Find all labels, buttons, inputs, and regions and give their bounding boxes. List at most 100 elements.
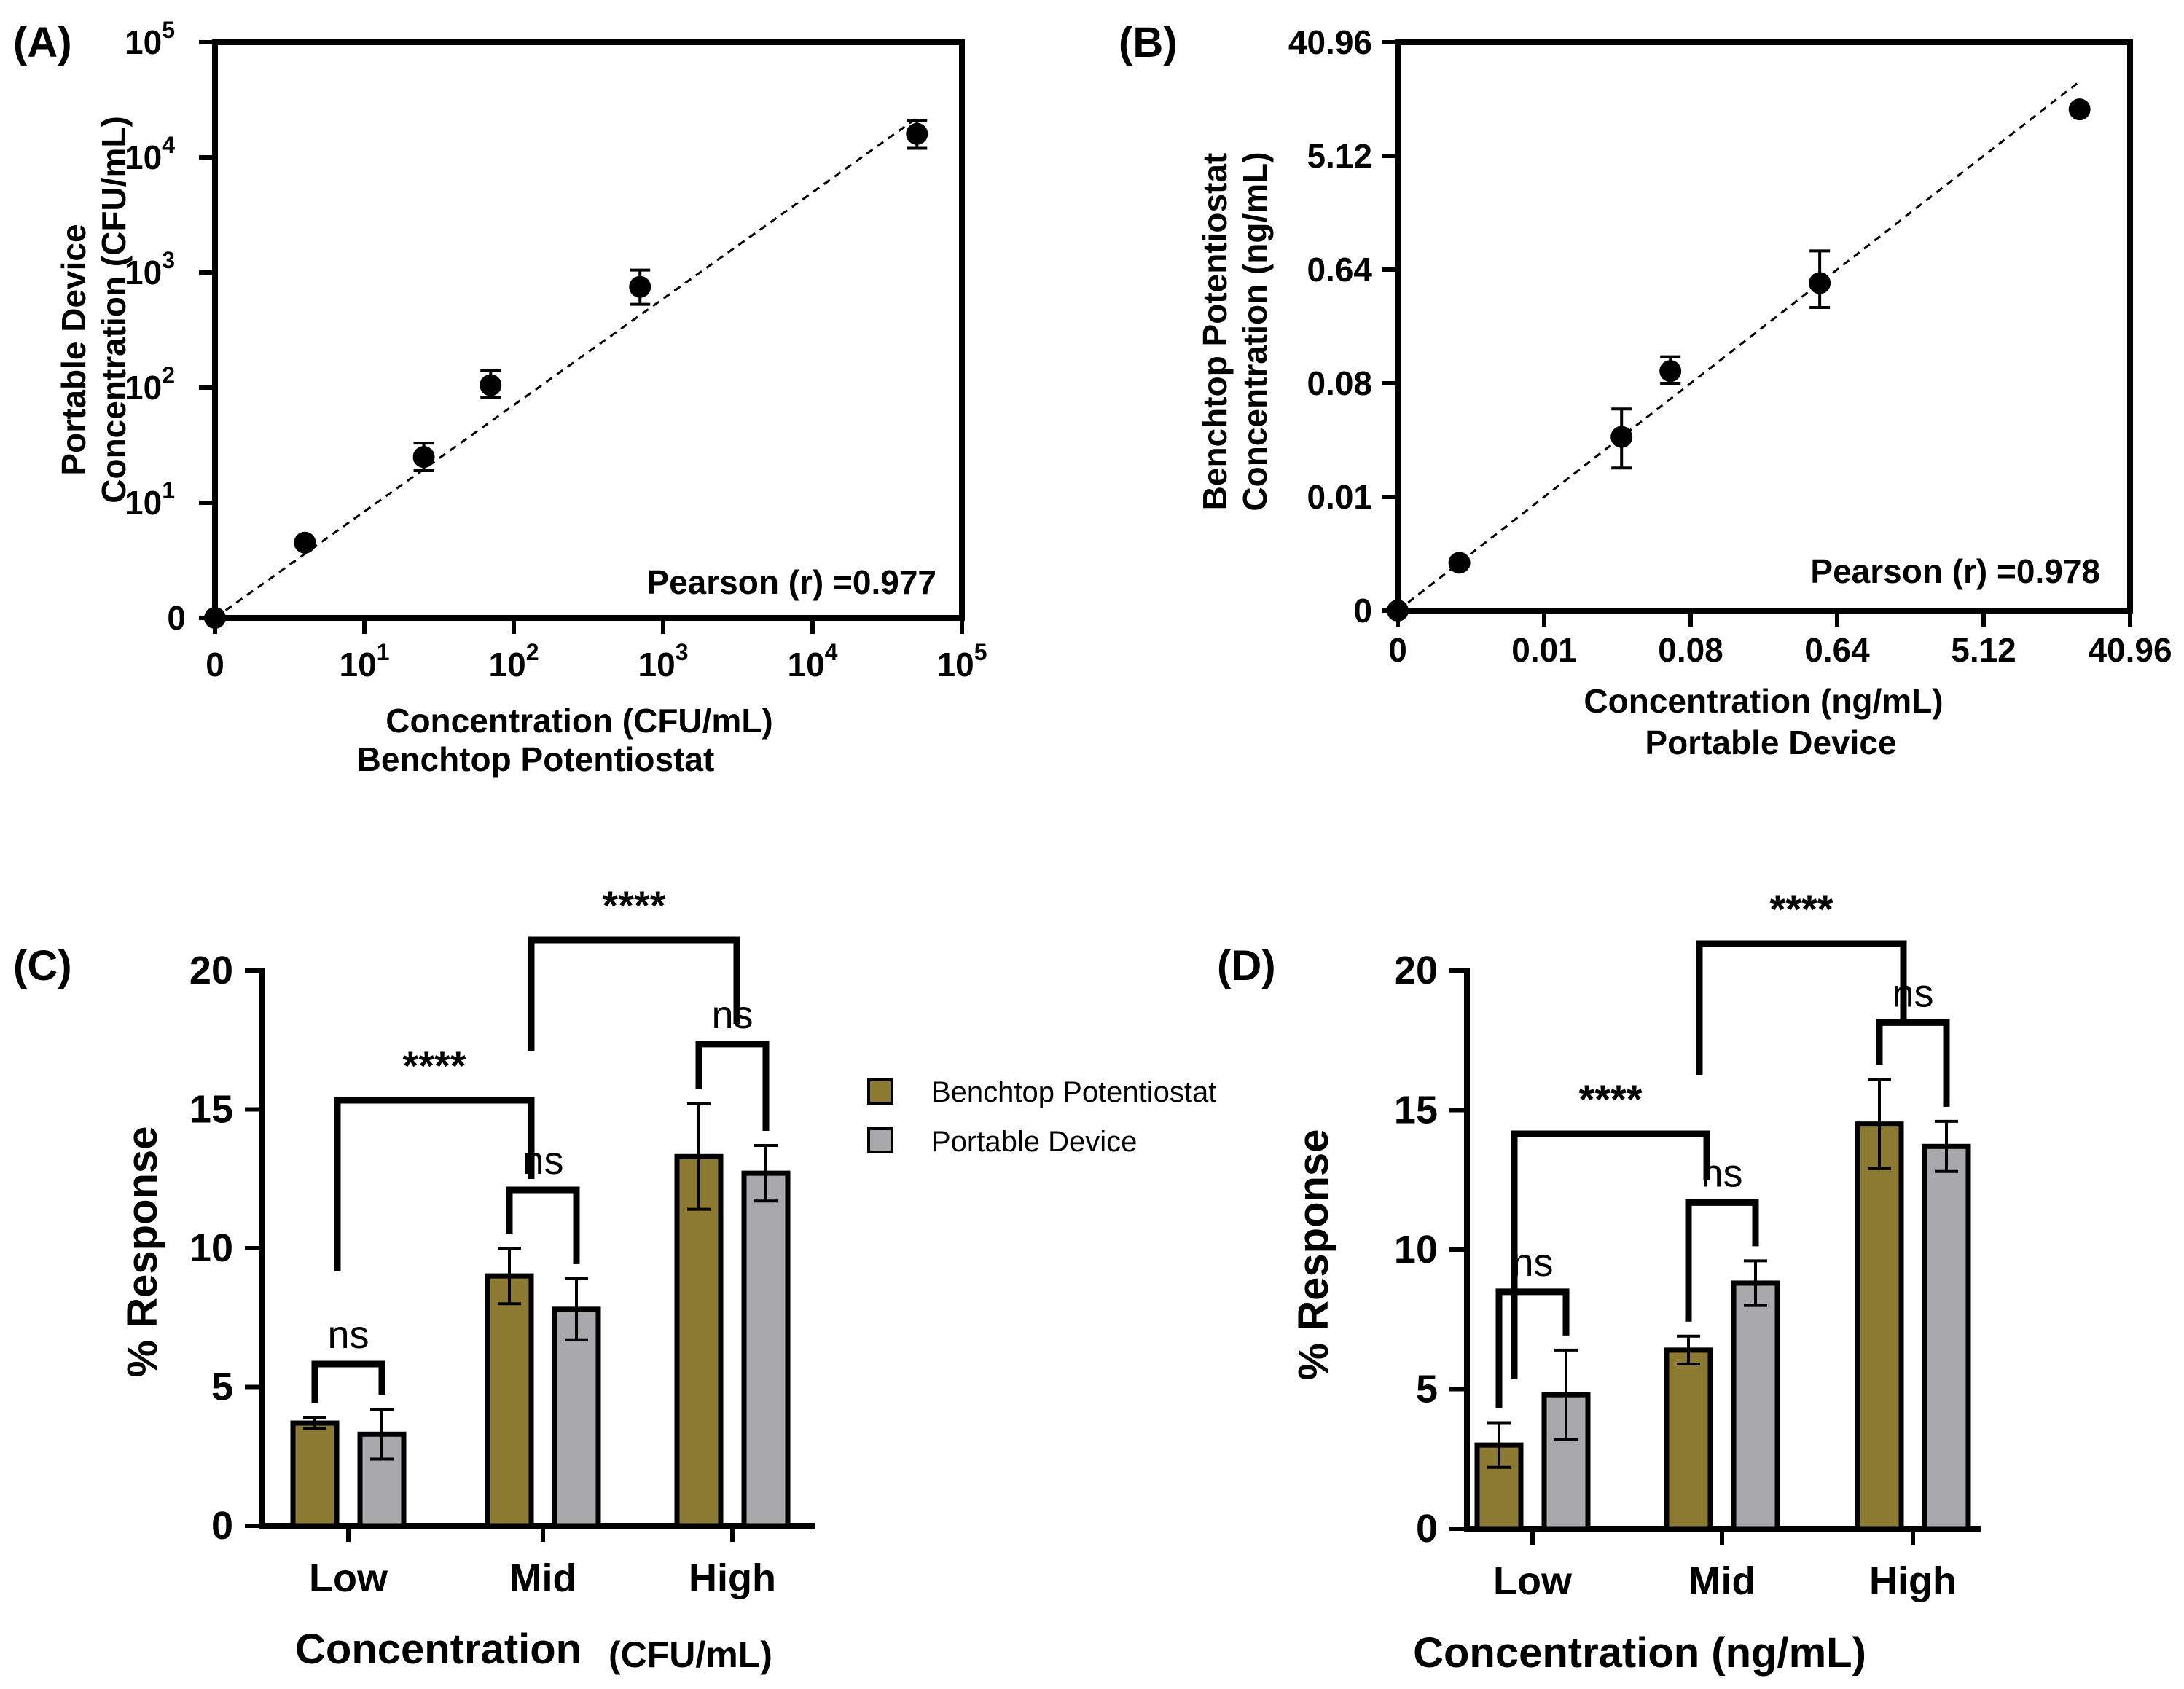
c-ns-bracket [311,1360,385,1403]
b-point [1610,426,1633,448]
c-xtick-label: Low [309,1556,388,1600]
c-xtick-label: High [689,1556,776,1600]
d-ytick-label: 10 [1394,1228,1438,1271]
b-ytick-label: 0.64 [1307,251,1372,289]
d-xtick-label: High [1869,1559,1957,1603]
b-ytick-label: 40.96 [1288,23,1372,61]
a-point [204,607,226,629]
legend-label-benchtop: Benchtop Potentiostat [931,1076,1216,1108]
d-bar-benchtop [1474,1442,1524,1532]
b-xtick-label: 0.01 [1511,631,1577,669]
d-star-bracket [1511,1130,1710,1379]
b-xtick-label: 5.12 [1951,631,2016,669]
c-star-label: **** [602,882,665,928]
c-bar-portable [552,1306,601,1529]
a-xtick-label: 104 [788,639,838,683]
c-ns-label: ns [327,1313,369,1357]
a-point [480,374,502,396]
legend-label-portable: Portable Device [931,1126,1137,1158]
a-point [629,275,651,298]
d-ytick-label: 15 [1394,1089,1438,1132]
c-bar-portable [741,1170,791,1529]
panel-c-ylabel: % Response [119,1126,166,1378]
d-star-label: **** [1578,1076,1642,1122]
c-star-bracket [334,1097,535,1271]
panel-b-xlabel2: Portable Device [1645,724,1896,761]
panel-a-xlabel2: Benchtop Potentiostat [357,740,715,778]
d-ns-bracket [1495,1288,1570,1408]
b-point [1659,360,1682,383]
panel-a-label: (A) [13,19,72,66]
panel-d-ylabel: % Response [1290,1129,1337,1381]
d-bar-benchtop [1664,1347,1713,1532]
a-xtick-label: 103 [638,639,689,683]
a-point [294,531,316,554]
panel-b-ylabel2: Concentration (ng/mL) [1236,152,1274,511]
a-xtick-label: 0 [206,646,224,683]
panel-d-label: (D) [1217,942,1276,990]
c-ns-bracket [695,1041,770,1132]
d-ns-label: ns [1511,1241,1553,1285]
panel-a-xlabel: Concentration (CFU/mL) [385,702,773,740]
panel-c-xlabel: Concentration [295,1626,582,1673]
b-point [1387,600,1409,622]
b-xtick-label: 0.64 [1804,631,1870,669]
d-star-label: **** [1769,886,1833,932]
b-xtick-label: 0.08 [1658,631,1723,669]
b-point [1809,272,1831,294]
panel-a-plot-frame [212,39,965,621]
d-bar-portable [1731,1280,1780,1532]
d-ytick-label: 0 [1416,1507,1438,1551]
a-ytick-label: 0 [167,599,186,637]
c-ytick-label: 15 [189,1088,233,1132]
d-ytick-label: 20 [1394,949,1438,992]
b-xtick-label: 40.96 [2088,631,2172,669]
c-xtick-label: Mid [509,1556,577,1600]
panel-c-xlabel-unit: (CFU/mL) [608,1634,772,1675]
b-point [2068,98,2091,121]
d-ytick-label: 5 [1416,1368,1438,1411]
panel-b-ylabel: Benchtop Potentiostat [1196,153,1234,511]
a-xtick-label: 105 [937,639,987,683]
a-xtick-label: 102 [489,639,539,683]
c-bar-benchtop [674,1153,724,1529]
b-point [1448,552,1471,574]
c-bar-benchtop [485,1273,534,1529]
b-ytick-label: 5.12 [1307,137,1372,175]
b-xtick-label: 0 [1388,631,1407,669]
d-ns-bracket [1685,1199,1759,1322]
b-fit-line [1397,80,2081,612]
panel-b: (B) 00 0.01 0.01 0.08 0.08 0.64 0.64 5.12 5.12 40… [1119,19,2172,761]
b-ytick-label: 0.01 [1307,478,1372,516]
a-point [412,446,435,469]
c-ytick-label: 0 [211,1504,233,1548]
panel-a-ylabel: Portable Device [55,224,93,475]
c-ytick-label: 5 [211,1365,233,1409]
d-ns-bracket [1876,1019,1950,1107]
a-ytick-label: 101 [125,477,175,522]
c-star-label: **** [402,1043,466,1089]
legend-swatch-benchtop [867,1078,893,1105]
a-xtick-label: 101 [340,639,390,683]
d-bar-benchtop [1855,1121,1904,1532]
c-ytick-label: 10 [189,1226,233,1270]
panel-b-plot-frame [1395,39,2133,614]
legend: Benchtop Potentiostat Portable Device [867,1076,1216,1158]
c-ns-label: ns [711,993,753,1037]
d-bar-portable [1922,1143,1971,1532]
c-ytick-label: 20 [189,949,233,992]
a-fit-line [214,117,918,619]
c-bar-benchtop [290,1420,340,1529]
panel-b-xlabel: Concentration (ng/mL) [1584,682,1943,720]
c-star-bracket [528,936,740,1051]
b-ytick-label: 0 [1353,592,1372,630]
a-point [906,122,928,145]
d-xtick-label: Low [1493,1559,1573,1603]
panel-d-xlabel: Concentration (ng/mL) [1413,1629,1866,1677]
panel-c-label: (C) [13,942,72,990]
c-ns-bracket [506,1186,580,1264]
d-ns-label: ns [1892,971,1933,1015]
